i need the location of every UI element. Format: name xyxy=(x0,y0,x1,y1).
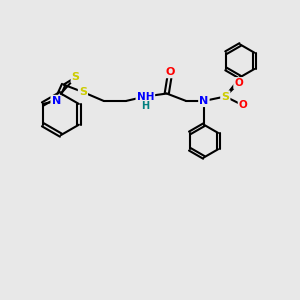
Text: O: O xyxy=(165,67,174,77)
Text: N: N xyxy=(199,96,208,106)
Text: NH: NH xyxy=(136,92,154,101)
Text: H: H xyxy=(141,101,149,111)
Text: S: S xyxy=(79,87,87,97)
Text: O: O xyxy=(234,78,243,88)
Text: N: N xyxy=(52,96,61,106)
Text: S: S xyxy=(221,92,229,101)
Text: S: S xyxy=(72,72,80,82)
Text: O: O xyxy=(239,100,248,110)
